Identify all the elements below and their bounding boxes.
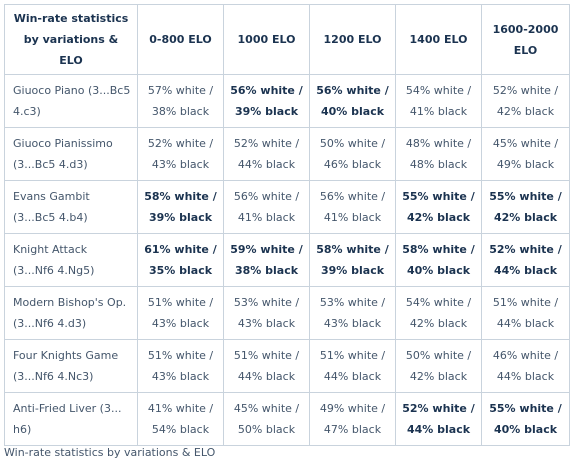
- variation-name: Modern Bishop's Op. (3...Nf6 4.d3): [4, 286, 138, 340]
- win-rate-cell: 45% white / 50% black: [223, 392, 310, 446]
- variation-name: Giuoco Pianissimo (3...Bc5 4.d3): [4, 127, 138, 181]
- win-rate-cell: 51% white / 43% black: [137, 339, 224, 393]
- win-rate-cell: 57% white / 38% black: [137, 74, 224, 128]
- table-row: Anti-Fried Liver (3... h6) 41% white / 54…: [4, 392, 570, 446]
- win-rate-cell: 58% white / 39% black: [309, 233, 396, 287]
- win-rate-cell: 53% white / 43% black: [223, 286, 310, 340]
- win-rate-cell: 56% white / 39% black: [223, 74, 310, 128]
- win-rate-cell: 50% white / 42% black: [395, 339, 482, 393]
- win-rate-cell: 58% white / 40% black: [395, 233, 482, 287]
- win-rate-cell: 58% white / 39% black: [137, 180, 224, 234]
- win-rate-cell: 55% white / 42% black: [395, 180, 482, 234]
- win-rate-cell: 55% white / 40% black: [481, 392, 570, 446]
- header-cell-elo-1600-2000: 1600-2000 ELO: [481, 4, 570, 75]
- table-row: Giuoco Piano (3...Bc5 4.c3) 57% white / 3…: [4, 74, 570, 128]
- win-rate-cell: 50% white / 46% black: [309, 127, 396, 181]
- win-rate-cell: 55% white / 42% black: [481, 180, 570, 234]
- variation-name: Anti-Fried Liver (3... h6): [4, 392, 138, 446]
- win-rate-cell: 56% white / 41% black: [309, 180, 396, 234]
- table-row: Knight Attack (3...Nf6 4.Ng5) 61% white /…: [4, 233, 570, 287]
- win-rate-cell: 48% white / 48% black: [395, 127, 482, 181]
- variation-name: Knight Attack (3...Nf6 4.Ng5): [4, 233, 138, 287]
- win-rate-cell: 56% white / 41% black: [223, 180, 310, 234]
- table-header-row: Win-rate statistics by variations & ELO …: [4, 4, 570, 75]
- win-rate-cell: 51% white / 44% black: [309, 339, 396, 393]
- table-row: Four Knights Game (3...Nf6 4.Nc3) 51% whi…: [4, 339, 570, 393]
- win-rate-cell: 54% white / 42% black: [395, 286, 482, 340]
- win-rate-cell: 59% white / 38% black: [223, 233, 310, 287]
- table-row: Evans Gambit (3...Bc5 4.b4) 58% white / 3…: [4, 180, 570, 234]
- win-rate-cell: 41% white / 54% black: [137, 392, 224, 446]
- header-cell-elo-1400: 1400 ELO: [395, 4, 482, 75]
- variation-name: Giuoco Piano (3...Bc5 4.c3): [4, 74, 138, 128]
- table-caption: Win-rate statistics by variations & ELO: [4, 446, 216, 459]
- win-rate-cell: 51% white / 43% black: [137, 286, 224, 340]
- win-rate-cell: 52% white / 43% black: [137, 127, 224, 181]
- win-rate-cell: 52% white / 42% black: [481, 74, 570, 128]
- variation-name: Four Knights Game (3...Nf6 4.Nc3): [4, 339, 138, 393]
- win-rate-cell: 51% white / 44% black: [481, 286, 570, 340]
- win-rate-cell: 52% white / 44% black: [481, 233, 570, 287]
- header-cell-elo-1200: 1200 ELO: [309, 4, 396, 75]
- table-row: Giuoco Pianissimo (3...Bc5 4.d3) 52% whit…: [4, 127, 570, 181]
- header-cell-elo-0-800: 0-800 ELO: [137, 4, 224, 75]
- win-rate-cell: 61% white / 35% black: [137, 233, 224, 287]
- table-body: Giuoco Piano (3...Bc5 4.c3) 57% white / 3…: [4, 74, 570, 446]
- win-rate-cell: 54% white / 41% black: [395, 74, 482, 128]
- win-rate-cell: 52% white / 44% black: [395, 392, 482, 446]
- win-rate-cell: 49% white / 47% black: [309, 392, 396, 446]
- header-cell-title: Win-rate statistics by variations & ELO: [4, 4, 138, 75]
- table-row: Modern Bishop's Op. (3...Nf6 4.d3) 51% wh…: [4, 286, 570, 340]
- win-rate-cell: 52% white / 44% black: [223, 127, 310, 181]
- header-cell-elo-1000: 1000 ELO: [223, 4, 310, 75]
- win-rate-cell: 51% white / 44% black: [223, 339, 310, 393]
- variation-name: Evans Gambit (3...Bc5 4.b4): [4, 180, 138, 234]
- win-rate-cell: 56% white / 40% black: [309, 74, 396, 128]
- win-rate-cell: 45% white / 49% black: [481, 127, 570, 181]
- win-rate-table: Win-rate statistics by variations & ELO …: [4, 4, 570, 446]
- win-rate-cell: 46% white / 44% black: [481, 339, 570, 393]
- win-rate-cell: 53% white / 43% black: [309, 286, 396, 340]
